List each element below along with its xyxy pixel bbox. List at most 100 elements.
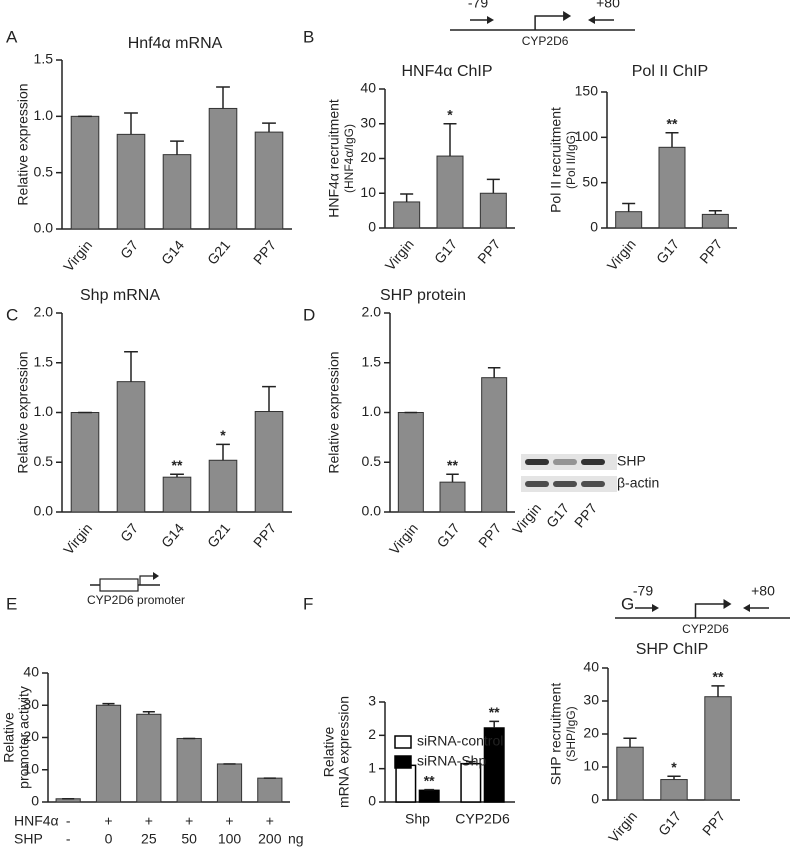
y-tick-label: 1.5 — [362, 353, 382, 369]
x-tick-label: Virgin — [386, 520, 421, 558]
error-bar — [486, 178, 500, 194]
y-tick-label: 0 — [31, 793, 39, 809]
blot-band — [553, 481, 577, 487]
bar — [136, 713, 162, 803]
legend-label: siRNA-control — [417, 733, 503, 749]
lane-label: PP7 — [571, 500, 600, 531]
bar — [615, 211, 643, 229]
bar — [658, 146, 686, 229]
condition-label: HNF4α — [14, 813, 59, 829]
y-tick-label: 0 — [368, 793, 376, 809]
condition-value: + — [104, 813, 112, 829]
construct-arrow — [139, 575, 154, 585]
condition-value: 200 — [258, 831, 282, 847]
error-bar — [711, 685, 725, 697]
error-bar — [443, 123, 457, 157]
arrow-head — [588, 16, 595, 24]
y-tick-label: 0.0 — [34, 503, 54, 519]
x-tick-label: PP7 — [475, 520, 504, 551]
y-axis-label: Relative — [321, 727, 337, 778]
tss-arrow — [694, 603, 726, 618]
y-tick-label: 0.0 — [362, 503, 382, 519]
legend-label: siRNA-Shp — [417, 753, 486, 769]
error-bar — [708, 210, 722, 215]
significance: ** — [489, 704, 500, 720]
significance: * — [447, 106, 453, 122]
bar — [418, 789, 440, 803]
chart-title: Pol II ChIP — [632, 63, 708, 80]
x-tick-label: PP7 — [250, 520, 279, 551]
bar — [254, 131, 284, 230]
y-axis-label: promoter activity — [16, 686, 32, 789]
bar — [162, 476, 192, 513]
band-label: SHP — [617, 453, 646, 469]
panel-letter: C — [6, 305, 18, 324]
significance: ** — [667, 116, 678, 132]
x-tick-label: PP7 — [250, 237, 279, 268]
y-tick-label: 40 — [23, 664, 39, 680]
condition-value: 50 — [181, 831, 197, 847]
y-tick-label: 3 — [368, 693, 376, 709]
construct-box — [99, 578, 139, 592]
bar — [176, 737, 202, 803]
bar — [701, 213, 729, 229]
y-tick-label: 100 — [575, 128, 599, 144]
error-bar — [216, 86, 230, 109]
condition-value: - — [66, 831, 71, 847]
x-tick-label: PP7 — [696, 236, 725, 267]
band-label: β-actin — [617, 475, 659, 491]
bar — [439, 481, 466, 513]
x-tick-label: G17 — [653, 236, 682, 267]
x-tick-label: Virgin — [60, 237, 95, 275]
y-tick-label: 0 — [368, 219, 376, 235]
y-axis-label: mRNA expression — [336, 696, 352, 808]
y-axis-label: Relative — [1, 712, 17, 763]
panel-letter: G — [621, 594, 634, 613]
x-tick-label: G7 — [117, 237, 141, 262]
y-tick-label: 20 — [583, 725, 599, 741]
y-tick-label: 10 — [23, 760, 39, 776]
y-tick-label: 0.5 — [34, 453, 54, 469]
error-bar — [124, 112, 138, 135]
y-tick-label: 40 — [583, 659, 599, 675]
primer-label: -79 — [468, 0, 488, 11]
arrow-head — [153, 572, 159, 580]
error-bar — [142, 710, 155, 715]
bar — [704, 696, 732, 801]
x-tick-label: Virgin — [382, 236, 417, 274]
y-tick-label: 1.0 — [34, 403, 54, 419]
significance: * — [220, 427, 226, 443]
x-tick-label: G17 — [433, 520, 462, 551]
error-bar — [102, 702, 115, 706]
y-tick-label: 30 — [360, 114, 376, 130]
condition-value: + — [145, 813, 153, 829]
bar — [479, 192, 507, 229]
error-bar — [446, 473, 459, 483]
bar — [481, 377, 508, 513]
blot-band — [553, 459, 577, 465]
arrow-head — [723, 599, 732, 609]
bar — [70, 412, 100, 513]
x-tick-label: CYP2D6 — [455, 811, 510, 827]
x-tick-label: Shp — [405, 811, 430, 827]
condition-value: 25 — [141, 831, 157, 847]
condition-value: + — [225, 813, 233, 829]
x-tick-label: G7 — [117, 520, 141, 545]
blot-band — [581, 481, 605, 487]
arrow-head — [743, 604, 750, 612]
lane-label: Virgin — [509, 500, 544, 538]
x-tick-label: G14 — [158, 237, 187, 268]
bar — [70, 115, 100, 230]
lane-label: G17 — [543, 500, 572, 531]
blot-band — [525, 481, 549, 487]
y-tick-label: 0.0 — [34, 220, 54, 236]
condition-value: + — [185, 813, 193, 829]
blot-lane — [521, 454, 617, 470]
y-tick-label: 2 — [368, 726, 376, 742]
bar — [257, 777, 283, 803]
y-tick-label: 40 — [360, 80, 376, 96]
y-tick-label: 20 — [23, 728, 39, 744]
significance: ** — [424, 772, 435, 788]
bar — [162, 154, 192, 230]
significance: ** — [447, 457, 458, 473]
